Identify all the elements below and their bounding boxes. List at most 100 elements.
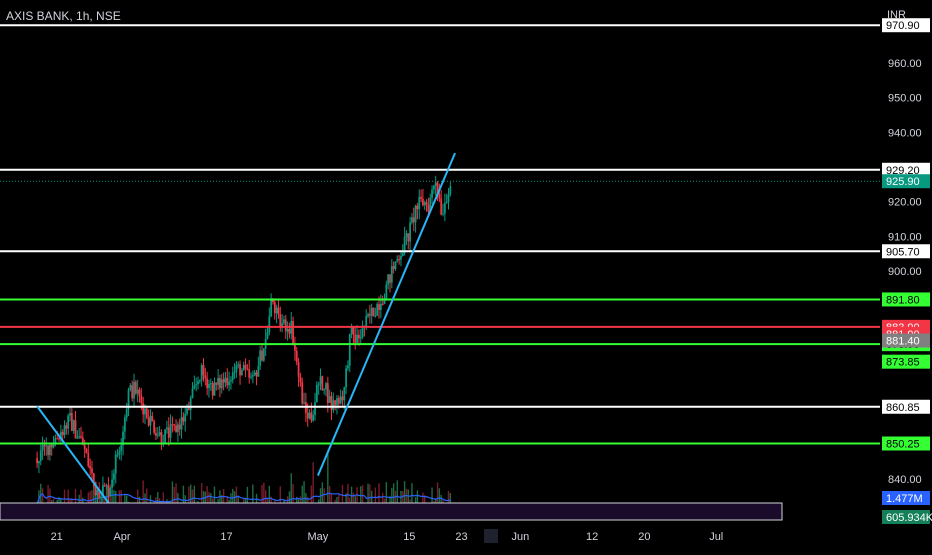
candle-body xyxy=(80,436,82,438)
candle-body xyxy=(87,453,90,467)
candle-body xyxy=(173,424,176,426)
candle-body xyxy=(445,202,448,204)
volume-tag: 605.934K xyxy=(886,512,932,524)
candle-body xyxy=(336,398,338,405)
candle-body xyxy=(332,400,335,411)
volume-bar xyxy=(403,481,406,520)
candle-body xyxy=(134,381,137,394)
candle-body xyxy=(299,376,302,383)
candle-body xyxy=(45,445,48,447)
volume-bar xyxy=(369,484,371,520)
candle-body xyxy=(438,193,441,199)
price-tag: 881.40 xyxy=(886,336,920,348)
candle-body xyxy=(275,307,278,314)
candle-body xyxy=(204,375,207,379)
volume-tag-bg xyxy=(882,491,930,505)
candle-body xyxy=(403,236,406,253)
time-tick-label: 21 xyxy=(51,531,63,543)
candle-body xyxy=(36,458,39,464)
volume-bar xyxy=(40,483,42,520)
candle-body xyxy=(337,398,340,404)
candle-body xyxy=(215,382,218,385)
price-level-tag-bg xyxy=(882,18,930,33)
candle-body xyxy=(272,300,274,303)
candle-body xyxy=(206,378,209,389)
candle-body xyxy=(116,454,119,456)
time-tick-label: Apr xyxy=(113,531,130,543)
candle-body xyxy=(286,328,289,332)
candle-body xyxy=(125,409,128,418)
candle-body xyxy=(58,438,60,440)
candle-body xyxy=(405,233,408,237)
candle-body xyxy=(171,424,174,426)
price-level-tag: 860.85 xyxy=(886,402,920,414)
volume-bar xyxy=(290,473,292,520)
candle-body xyxy=(339,396,342,404)
bottom-box xyxy=(0,502,783,521)
candle-body xyxy=(189,397,192,411)
volume-bar xyxy=(411,483,413,520)
candle-body xyxy=(149,415,152,426)
candle-body xyxy=(69,413,71,416)
candle-body xyxy=(41,445,44,451)
candle-body xyxy=(308,412,311,419)
candle-body xyxy=(145,408,148,418)
volume-bar xyxy=(392,483,395,520)
candle-body xyxy=(381,303,384,305)
candle-body xyxy=(91,468,93,474)
volume-bar xyxy=(102,484,104,520)
candle-body xyxy=(197,381,199,385)
candle-body xyxy=(56,438,59,440)
candle-body xyxy=(341,396,344,401)
candle-body xyxy=(83,444,86,450)
volume-bar xyxy=(47,484,49,520)
volume-tag: 1.477M xyxy=(886,493,923,505)
price-tick-label: 950.00 xyxy=(888,93,922,105)
candle-body xyxy=(120,445,123,452)
candle-body xyxy=(209,383,212,385)
volume-bar xyxy=(261,484,263,520)
time-marker-bg xyxy=(484,529,498,543)
candle-body xyxy=(39,450,42,462)
candle-body xyxy=(273,302,276,314)
candle-body xyxy=(407,233,410,242)
price-level-tag: 891.80 xyxy=(886,294,920,306)
candle-body xyxy=(81,437,84,445)
candle-body xyxy=(202,365,205,376)
price-level-tag: 850.25 xyxy=(886,439,920,451)
candle-body xyxy=(268,316,271,333)
candle-body xyxy=(67,415,70,429)
candle-body xyxy=(374,315,377,317)
candle-body xyxy=(151,415,154,422)
candle-body xyxy=(85,449,88,454)
candle-body xyxy=(295,350,298,363)
candle-body xyxy=(92,473,95,482)
candle-body xyxy=(211,383,214,396)
candle-body xyxy=(142,403,145,415)
candle-body xyxy=(63,425,66,436)
candle-body xyxy=(98,489,101,499)
candle-body xyxy=(186,408,188,414)
candle-body xyxy=(224,377,227,383)
candle-body xyxy=(253,372,256,375)
trendline xyxy=(36,405,110,504)
candle-body xyxy=(400,256,402,260)
candle-body xyxy=(323,389,326,391)
candle-body xyxy=(394,261,397,270)
candle-body xyxy=(169,424,172,438)
volume-bar xyxy=(385,482,388,520)
time-tick-label: 12 xyxy=(586,531,598,543)
candle-body xyxy=(156,434,159,436)
candle-body xyxy=(178,424,181,430)
candle-body xyxy=(321,376,324,391)
volume-ma-line xyxy=(36,492,451,505)
candle-body xyxy=(94,481,97,496)
candle-body xyxy=(182,417,185,422)
time-tick-label: Jul xyxy=(709,531,723,543)
candle-body xyxy=(54,438,57,445)
candle-body xyxy=(279,314,282,328)
time-tick-label: 15 xyxy=(403,531,415,543)
volume-bar xyxy=(175,483,177,520)
